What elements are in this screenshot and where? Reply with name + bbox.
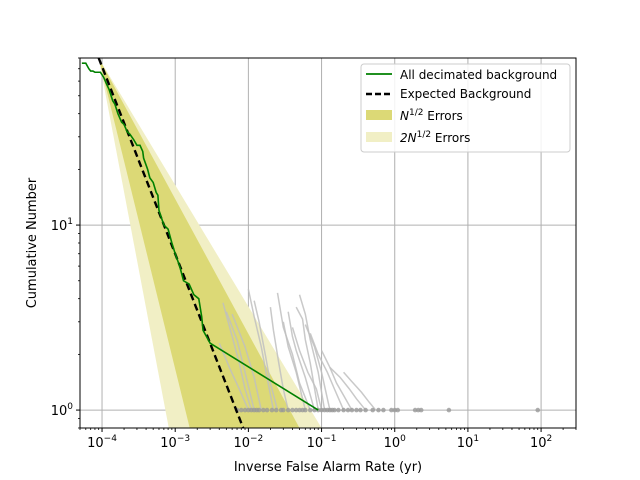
legend-n-errors-main: N: [400, 109, 409, 123]
decimated-trial-point: [381, 407, 386, 413]
decimated-trial-point: [242, 407, 248, 413]
decimated-trial-point: [345, 407, 351, 413]
decimated-trial-point: [535, 407, 541, 413]
decimated-trial-point: [332, 407, 337, 413]
decimated-trial-point: [238, 407, 244, 413]
plot-area: [81, 58, 541, 428]
legend: All decimated background Expected Backgr…: [360, 63, 571, 153]
decimated-trial-point: [389, 407, 394, 413]
decimated-trial-point: [261, 407, 266, 413]
decimated-trial-line: [343, 371, 377, 411]
legend-n-errors-tail: Errors: [423, 109, 462, 123]
legend-box: [360, 63, 571, 153]
decimated-trial-point: [280, 407, 286, 413]
legend-handle-2n-errors: [366, 132, 392, 142]
legend-label-expected: Expected Background: [400, 87, 531, 101]
x-tick-label: 10−2: [233, 434, 263, 451]
x-tick-label: 102: [530, 434, 552, 451]
legend-label-observed: All decimated background: [400, 68, 557, 82]
decimated-trial-line: [269, 307, 289, 411]
decimated-trial-line: [320, 350, 353, 411]
y-tick-label: 100: [51, 402, 74, 419]
legend-2n-errors-tail: Errors: [431, 131, 470, 145]
decimated-trial-line: [304, 324, 331, 411]
decimated-trial-line: [225, 311, 255, 411]
decimated-trial-point: [412, 407, 418, 413]
x-tick-label: 101: [457, 434, 479, 451]
decimated-trial-point: [293, 407, 299, 413]
decimated-trial-line: [247, 289, 275, 411]
legend-2n-errors-main: 2N: [400, 131, 417, 145]
decimated-trial-line: [329, 366, 367, 411]
legend-label-n-errors: N1/2 Errors: [400, 108, 463, 123]
y-tick-label: 101: [51, 217, 73, 234]
decimated-trial-line: [309, 333, 345, 411]
legend-2n-errors-sup: 1/2: [417, 130, 431, 140]
decimated-trial-point: [285, 407, 291, 413]
axes-ticks: 10−4 10−3 10−2 10−1 100 101 102 100 101: [51, 57, 577, 451]
legend-n-errors-sup: 1/2: [409, 108, 423, 118]
decimated-trial-line: [222, 302, 253, 411]
decimated-trial-point: [269, 407, 275, 413]
decimated-trial-point: [273, 407, 279, 413]
observed-background-line: [81, 62, 319, 411]
decimated-trial-line: [231, 313, 262, 411]
decimated-trial-point: [307, 407, 313, 413]
decimated-trial-line: [276, 292, 311, 411]
band-2n-sqrt-errors: [98, 58, 322, 428]
x-tick-label: 10−4: [87, 434, 117, 451]
legend-label-2n-errors: 2N1/2 Errors: [400, 130, 470, 145]
x-tick-label: 10−3: [160, 434, 190, 451]
decimated-trial-point: [363, 407, 368, 413]
decimated-trial-line: [218, 342, 250, 411]
x-tick-label: 10−1: [307, 434, 337, 451]
decimated-trial-line: [282, 321, 307, 411]
legend-handle-n-errors: [366, 110, 392, 120]
decimated-trial-line: [295, 306, 319, 411]
decimated-trial-point: [418, 407, 424, 413]
decimated-trial-point: [358, 407, 363, 413]
expected-background-line: [97, 58, 245, 428]
decimated-trial-point: [446, 407, 452, 413]
decimated-trial-point: [336, 407, 341, 413]
decimated-trial-line: [287, 311, 316, 411]
x-axis-label: Inverse False Alarm Rate (yr): [234, 460, 422, 475]
decimated-trial-point: [354, 407, 359, 413]
decimated-trial-line: [291, 327, 323, 411]
decimated-trial-point: [290, 407, 295, 413]
decimated-trial-point: [370, 407, 376, 413]
band-n-sqrt-errors: [98, 58, 300, 428]
decimated-trial-point: [256, 407, 262, 413]
y-axis-label: Cumulative Number: [25, 177, 40, 308]
decimated-trial-line: [253, 300, 279, 411]
decimated-trial-point: [341, 407, 346, 413]
decimated-trial-point: [376, 407, 381, 413]
decimated-trial-point: [349, 407, 355, 413]
decimated-trial-point: [303, 407, 308, 413]
x-tick-label: 100: [384, 434, 407, 451]
decimated-trial-line: [298, 294, 326, 411]
decimated-trial-point: [264, 407, 270, 413]
decimated-trial-point: [395, 407, 401, 413]
